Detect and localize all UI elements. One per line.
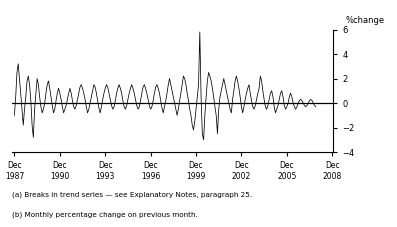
Text: (a) Breaks in trend series — see Explanatory Notes, paragraph 25.: (a) Breaks in trend series — see Explana… [12,192,252,198]
Text: (b) Monthly percentage change on previous month.: (b) Monthly percentage change on previou… [12,211,198,218]
Text: %change: %change [346,16,385,25]
